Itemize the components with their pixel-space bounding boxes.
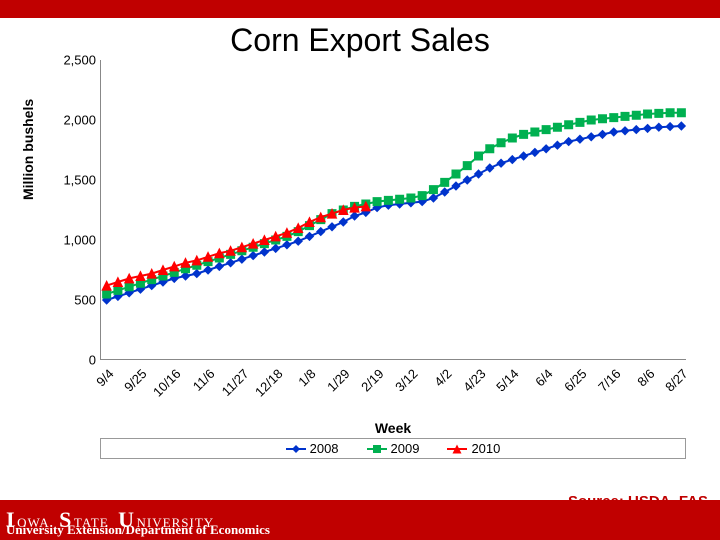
x-tick-label: 11/27 xyxy=(219,366,252,399)
page-title: Corn Export Sales xyxy=(0,22,720,59)
legend-item: 2008 xyxy=(286,441,339,456)
footer: Source: USDA, FAS IOWA STATE UNIVERSITY … xyxy=(0,500,720,540)
x-tick-label: 4/23 xyxy=(460,366,489,395)
x-tick-label: 1/8 xyxy=(296,366,319,389)
x-tick-label: 8/6 xyxy=(634,366,657,389)
chart-area: Million bushels 05001,0001,5002,0002,500… xyxy=(28,60,698,460)
legend-swatch xyxy=(367,448,387,450)
legend-item: 2010 xyxy=(447,441,500,456)
source-line: Source: USDA, FAS xyxy=(568,493,708,510)
x-axis-label: Week xyxy=(100,420,686,436)
x-tick-label: 10/16 xyxy=(150,366,184,400)
y-tick-label: 2,500 xyxy=(63,53,96,68)
y-tick-label: 0 xyxy=(89,353,96,368)
legend-item: 2009 xyxy=(367,441,420,456)
x-tick-label: 5/14 xyxy=(493,366,522,395)
legend-swatch xyxy=(286,448,306,450)
top-red-bar xyxy=(0,0,720,18)
x-tick-label: 9/4 xyxy=(93,366,116,389)
y-axis-ticks: 05001,0001,5002,0002,500 xyxy=(52,60,96,360)
x-tick-label: 2/19 xyxy=(358,366,387,395)
x-tick-label: 1/29 xyxy=(324,366,353,395)
x-tick-label: 3/12 xyxy=(392,366,421,395)
x-tick-label: 7/16 xyxy=(595,366,624,395)
y-tick-label: 1,500 xyxy=(63,173,96,188)
legend-label: 2009 xyxy=(391,441,420,456)
y-axis-label: Million bushels xyxy=(20,99,36,200)
x-tick-label: 8/27 xyxy=(662,366,691,395)
legend-swatch xyxy=(447,448,467,450)
plot-region xyxy=(100,60,686,360)
x-tick-label: 9/25 xyxy=(122,366,151,395)
legend: 2008 2009 2010 xyxy=(100,438,686,459)
chart-svg xyxy=(101,60,687,360)
x-tick-label: 6/25 xyxy=(561,366,590,395)
y-tick-label: 500 xyxy=(74,293,96,308)
legend-label: 2008 xyxy=(310,441,339,456)
x-tick-label: 6/4 xyxy=(532,366,555,389)
y-tick-label: 2,000 xyxy=(63,113,96,128)
x-tick-label: 4/2 xyxy=(431,366,454,389)
department-line: University Extension/Department of Econo… xyxy=(6,522,270,538)
y-tick-label: 1,000 xyxy=(63,233,96,248)
x-tick-label: 11/6 xyxy=(190,366,218,394)
legend-label: 2010 xyxy=(471,441,500,456)
x-tick-label: 12/18 xyxy=(252,366,286,400)
